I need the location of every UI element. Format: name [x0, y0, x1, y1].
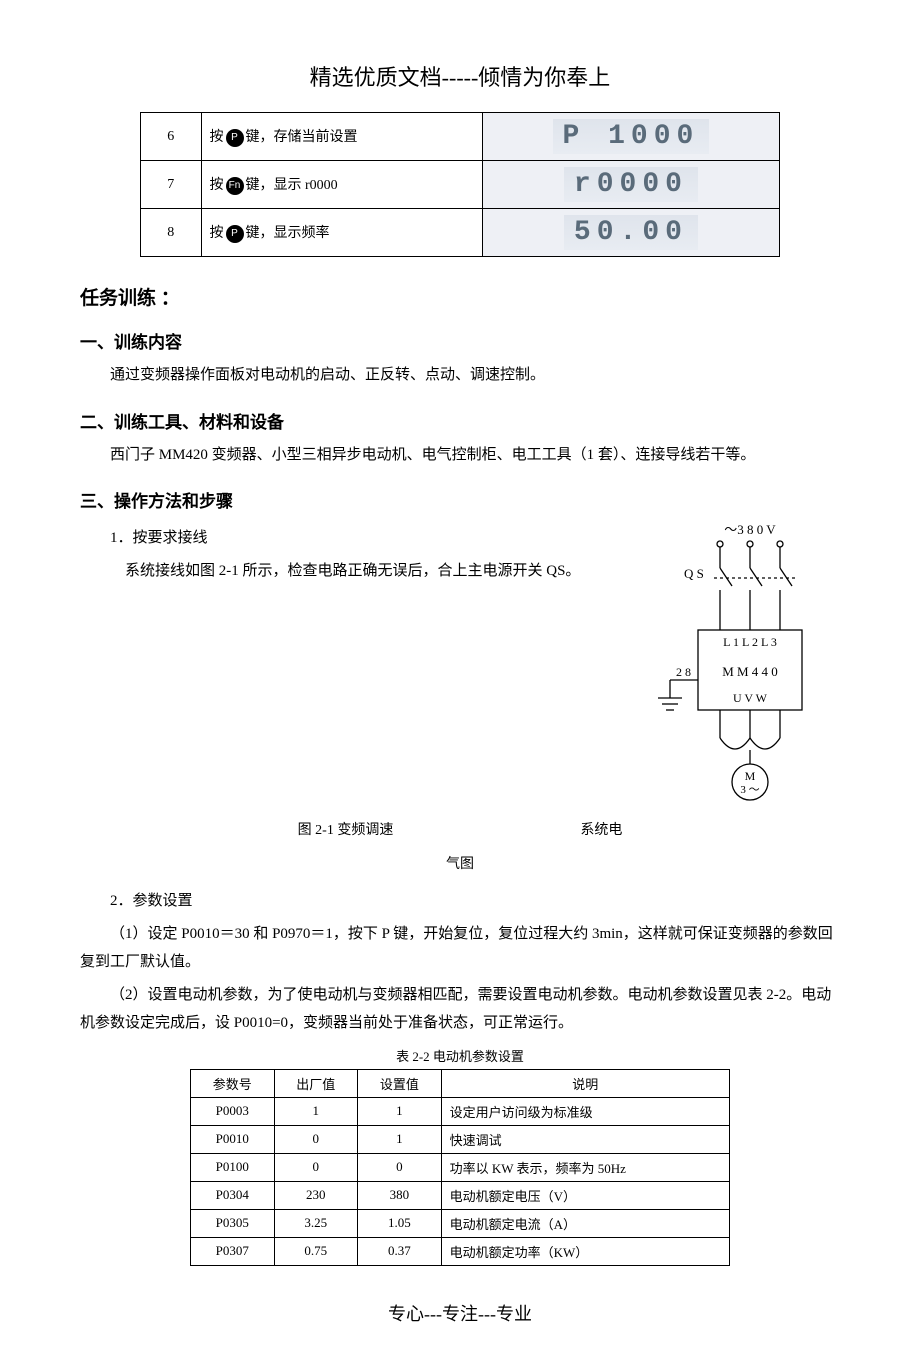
- step-display: r0000: [482, 161, 779, 209]
- step2-title: 2．参数设置: [80, 887, 840, 916]
- table-cell: 快速调试: [441, 1125, 729, 1153]
- table-cell: 电动机额定功率（KW）: [441, 1237, 729, 1265]
- table-row: 8按P键，显示频率 50.00: [141, 209, 780, 257]
- table-cell: 0.75: [274, 1237, 358, 1265]
- diagram-device-label: M M 4 4 0: [722, 664, 778, 679]
- fn-key-icon: Fn: [226, 177, 244, 195]
- table-cell: 0: [274, 1125, 358, 1153]
- step1-title: 1．按要求接线: [80, 524, 620, 553]
- step-description: 按P键，存储当前设置: [201, 113, 482, 161]
- seven-segment-display: P 1000: [553, 119, 710, 154]
- fig-caption-right: 系统电: [580, 823, 622, 838]
- p-key-icon: P: [226, 129, 244, 147]
- step-number: 6: [141, 113, 202, 161]
- section-2-body: 西门子 MM420 变频器、小型三相异步电动机、电气控制柜、电工工具（1 套）、…: [80, 441, 840, 470]
- table-row: 7按Fn键，显示 r0000 r0000: [141, 161, 780, 209]
- fig-caption-left: 图 2-1 变频调速: [298, 823, 394, 838]
- diagram-source-label: ～3 8 0 V: [724, 522, 776, 537]
- task-heading: 任务训练 ：: [80, 283, 840, 310]
- step-number: 8: [141, 209, 202, 257]
- table-cell: P0010: [191, 1125, 275, 1153]
- table-row: P0304230380电动机额定电压（V）: [191, 1181, 730, 1209]
- column-header: 出厂值: [274, 1069, 358, 1097]
- table-cell: P0304: [191, 1181, 275, 1209]
- step2-p2: （2）设置电动机参数，为了使电动机与变频器相匹配，需要设置电动机参数。电动机参数…: [80, 981, 840, 1038]
- table-cell: 230: [274, 1181, 358, 1209]
- column-header: 设置值: [358, 1069, 442, 1097]
- table-cell: P0003: [191, 1097, 275, 1125]
- table-cell: 0: [358, 1153, 442, 1181]
- diagram-svg: ～3 8 0 V: [640, 520, 840, 810]
- step2-p1: （1）设定 P0010＝30 和 P0970＝1，按下 P 键，开始复位，复位过…: [80, 920, 840, 977]
- section-3-title: 三、操作方法和步骤: [80, 487, 840, 512]
- figure-caption-2: 气图: [80, 853, 840, 873]
- param-table-caption: 表 2-2 电动机参数设置: [80, 1046, 840, 1065]
- table-cell: 380: [358, 1181, 442, 1209]
- step1-row: 1．按要求接线 系统接线如图 2-1 所示，检查电路正确无误后，合上主电源开关 …: [80, 520, 840, 815]
- table-cell: 3.25: [274, 1209, 358, 1237]
- table-cell: 电动机额定电流（A）: [441, 1209, 729, 1237]
- diagram-l-labels: L 1 L 2 L 3: [723, 635, 777, 649]
- step-description: 按P键，显示频率: [201, 209, 482, 257]
- table-row: P03070.750.37电动机额定功率（KW）: [191, 1237, 730, 1265]
- table-cell: 1: [358, 1097, 442, 1125]
- table-row: P001001快速调试: [191, 1125, 730, 1153]
- diagram-motor-3: 3 ～: [740, 784, 759, 796]
- step-description: 按Fn键，显示 r0000: [201, 161, 482, 209]
- step1-text: 1．按要求接线 系统接线如图 2-1 所示，检查电路正确无误后，合上主电源开关 …: [80, 520, 620, 589]
- diagram-qs-label: Q S: [684, 566, 704, 581]
- diagram-motor-m: M: [745, 769, 756, 783]
- diagram-pe-num: 2 8: [676, 665, 691, 679]
- table-row: P03053.251.05电动机额定电流（A）: [191, 1209, 730, 1237]
- column-header: 说明: [441, 1069, 729, 1097]
- step-display: 50.00: [482, 209, 779, 257]
- table-cell: 1: [358, 1125, 442, 1153]
- section-2-title: 二、训练工具、材料和设备: [80, 408, 840, 433]
- header-banner: 精选优质文档-----倾情为你奉上: [80, 60, 840, 92]
- table-cell: P0305: [191, 1209, 275, 1237]
- table-cell: 设定用户访问级为标准级: [441, 1097, 729, 1125]
- table-cell: P0100: [191, 1153, 275, 1181]
- step-number: 7: [141, 161, 202, 209]
- table-cell: 1.05: [358, 1209, 442, 1237]
- table-row: 6按P键，存储当前设置 P 1000: [141, 113, 780, 161]
- seven-segment-display: 50.00: [564, 215, 698, 250]
- param-table: 参数号出厂值设置值说明 P000311设定用户访问级为标准级P001001快速调…: [190, 1069, 730, 1266]
- footer-banner: 专心---专注---专业: [80, 1300, 840, 1326]
- table-cell: 电动机额定电压（V）: [441, 1181, 729, 1209]
- table-row: P000311设定用户访问级为标准级: [191, 1097, 730, 1125]
- table-cell: P0307: [191, 1237, 275, 1265]
- section-1-body: 通过变频器操作面板对电动机的启动、正反转、点动、调速控制。: [80, 361, 840, 390]
- seven-segment-display: r0000: [564, 167, 698, 202]
- section-1-title: 一、训练内容: [80, 328, 840, 353]
- page: 精选优质文档-----倾情为你奉上 6按P键，存储当前设置P 10007按Fn键…: [0, 0, 920, 1366]
- step-display: P 1000: [482, 113, 779, 161]
- steps-table: 6按P键，存储当前设置 P 1000 7按Fn键，显示 r0000 r0000 8按P键…: [140, 112, 780, 257]
- column-header: 参数号: [191, 1069, 275, 1097]
- table-cell: 功率以 KW 表示，频率为 50Hz: [441, 1153, 729, 1181]
- table-cell: 0: [274, 1153, 358, 1181]
- wiring-diagram: ～3 8 0 V: [640, 520, 840, 815]
- table-cell: 1: [274, 1097, 358, 1125]
- step1-body: 系统接线如图 2-1 所示，检查电路正确无误后，合上主电源开关 QS。: [80, 557, 620, 586]
- diagram-uvw: U V W: [733, 691, 768, 705]
- figure-caption: 图 2-1 变频调速 系统电: [80, 819, 840, 839]
- table-cell: 0.37: [358, 1237, 442, 1265]
- p-key-icon: P: [226, 225, 244, 243]
- table-row: P010000功率以 KW 表示，频率为 50Hz: [191, 1153, 730, 1181]
